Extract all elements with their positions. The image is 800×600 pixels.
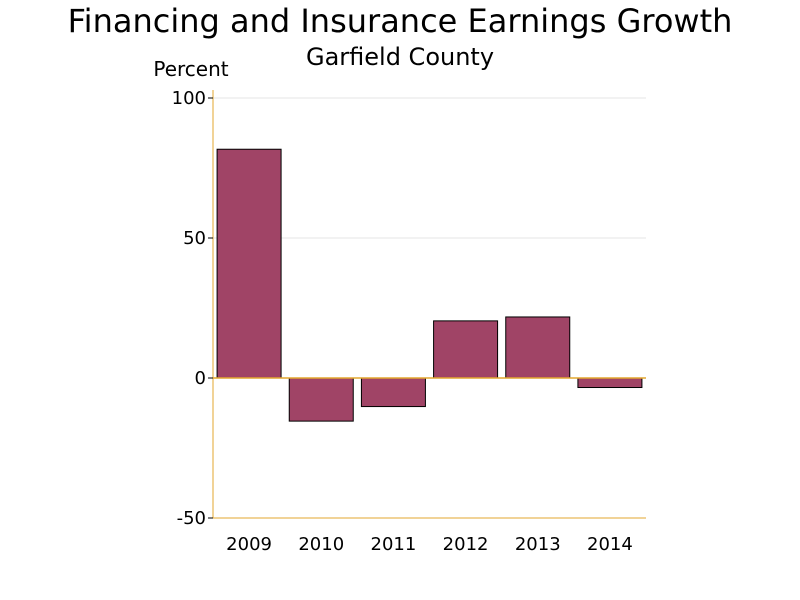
x-tick-label-2013: 2013 bbox=[515, 534, 561, 555]
y-tick-label-50: 50 bbox=[183, 228, 206, 249]
bar-2014 bbox=[577, 377, 643, 389]
bar-2010 bbox=[288, 377, 354, 422]
y-tick-label-100: 100 bbox=[172, 88, 206, 109]
axes bbox=[208, 90, 646, 519]
bar-2012 bbox=[433, 320, 499, 379]
x-tick-label-2012: 2012 bbox=[443, 534, 489, 555]
gridlines bbox=[213, 97, 646, 239]
chart-subtitle: Garfield County bbox=[306, 43, 494, 71]
x-tick-labels: 2009 2010 2011 2012 2013 2014 bbox=[226, 534, 633, 555]
y-tick-label-0: 0 bbox=[195, 368, 206, 389]
bar-2013 bbox=[505, 316, 571, 379]
bar-2009 bbox=[216, 148, 282, 379]
x-tick-label-2010: 2010 bbox=[298, 534, 344, 555]
y-tick-labels: -50 0 50 100 bbox=[172, 88, 206, 529]
y-axis-label: Percent bbox=[153, 57, 228, 81]
y-tick-label--50: -50 bbox=[177, 508, 206, 529]
x-tick-label-2014: 2014 bbox=[587, 534, 633, 555]
x-tick-label-2011: 2011 bbox=[371, 534, 417, 555]
bar-2011 bbox=[360, 377, 426, 408]
x-tick-label-2009: 2009 bbox=[226, 534, 272, 555]
bars bbox=[216, 148, 643, 422]
chart-title: Financing and Insurance Earnings Growth bbox=[68, 2, 733, 40]
